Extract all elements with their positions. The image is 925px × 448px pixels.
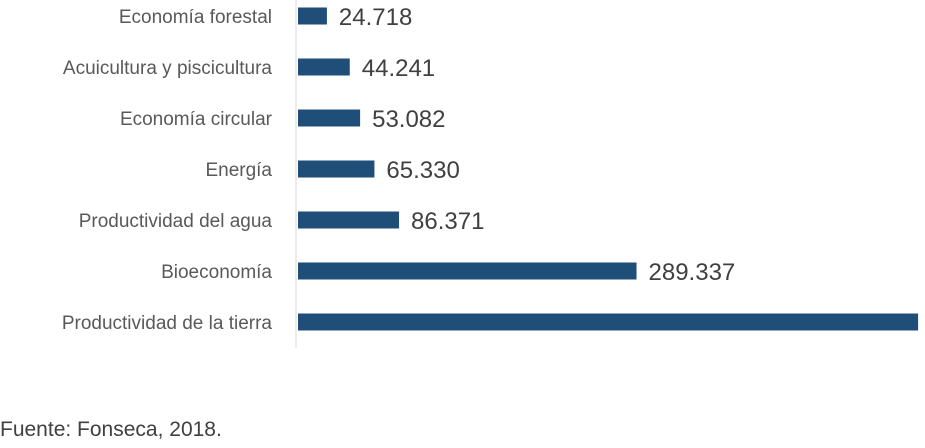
value-label-bioeconomia: 289.337: [649, 259, 736, 286]
value-label-economia-forestal: 24.718: [339, 4, 412, 31]
category-label-bioeconomia: Bioeconomía: [161, 262, 272, 283]
bars-group: [298, 7, 919, 331]
category-labels-group: Economía forestal Acuicultura y piscicult…: [62, 7, 273, 334]
bar-economia-forestal: [298, 7, 327, 25]
value-label-acuicultura-y-piscicultura: 44.241: [362, 55, 435, 82]
category-label-economia-forestal: Economía forestal: [119, 7, 272, 28]
value-label-productividad-del-agua: 86.371: [411, 208, 484, 235]
bar-economia-circular: [298, 109, 361, 127]
bar-acuicultura-y-piscicultura: [298, 58, 350, 76]
bar-productividad-del-agua: [298, 211, 400, 229]
bar-bioeconomia: [298, 262, 637, 280]
value-label-economia-circular: 53.082: [372, 106, 445, 133]
bar-productividad-de-la-tierra: [298, 313, 919, 331]
bar-energia: [298, 160, 375, 178]
value-labels-group: 24.718 44.241 53.082 65.330 86.371 289.337: [339, 4, 735, 286]
category-label-productividad-del-agua: Productividad del agua: [79, 211, 273, 232]
category-label-productividad-de-la-tierra: Productividad de la tierra: [62, 313, 273, 334]
value-label-energia: 65.330: [386, 157, 459, 184]
category-label-energia: Energía: [205, 160, 272, 181]
source-note: Fuente: Fonseca, 2018.: [0, 418, 222, 441]
category-label-acuicultura-y-piscicultura: Acuicultura y piscicultura: [63, 58, 273, 79]
category-label-economia-circular: Economía circular: [120, 109, 273, 130]
